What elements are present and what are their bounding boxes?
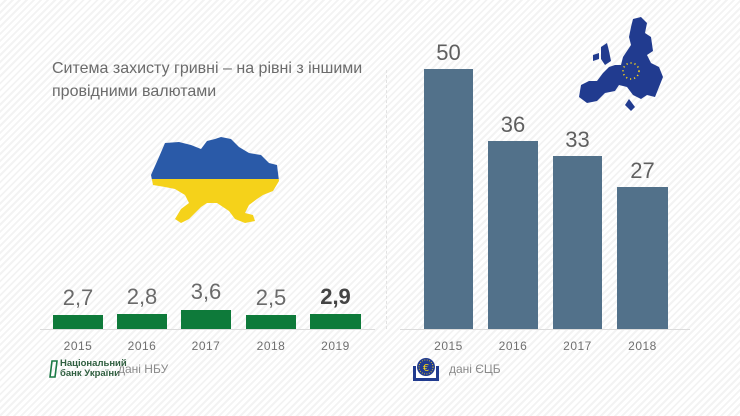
ecb-bar-2015	[424, 69, 473, 329]
bar-value-2016: 2,8	[126, 284, 158, 309]
x-tick-2017: 2017	[191, 339, 221, 353]
ecb-bar-value-2017: 33	[565, 127, 590, 152]
nbu-logo-line2: банк України	[60, 368, 120, 379]
bar-2017	[181, 310, 231, 329]
ecb-bar-value-2015: 50	[436, 40, 461, 65]
ecb-bar-2018	[617, 187, 668, 329]
bar-value-2018: 2,5	[255, 285, 287, 310]
bar-value-2019: 2,9	[320, 284, 351, 309]
ecb-bar-2017	[553, 156, 602, 329]
ukraine-map-icon	[151, 137, 279, 223]
ecb-x-tick-2017: 2017	[563, 339, 592, 353]
bar-2015	[53, 315, 103, 329]
chart-title: Ситема захисту гривні – на рівні з іншим…	[52, 60, 363, 100]
ecb-x-tick-2015: 2015	[434, 339, 463, 353]
nbu-logo-line1: Національний	[60, 358, 127, 369]
bar-2018	[246, 315, 296, 329]
x-tick-2019: 2019	[321, 339, 350, 353]
x-tick-2018: 2018	[256, 339, 286, 353]
left-chart-baseline	[40, 329, 375, 330]
bar-value-2017: 3,6	[190, 279, 222, 304]
bar-2019	[310, 314, 361, 329]
ecb-logo-icon: €	[413, 358, 439, 381]
panel-divider	[386, 70, 387, 329]
ecb-bar-value-2018: 27	[630, 158, 655, 183]
nbu-logo-text: Національний банк України	[60, 359, 127, 379]
ecb-bar-value-2016: 36	[500, 112, 526, 137]
bar-value-2015: 2,7	[62, 285, 94, 310]
nbu-logo-icon	[49, 360, 58, 378]
bar-2016	[117, 314, 167, 329]
ecb-source-text: дані ЄЦБ	[449, 362, 501, 376]
ecb-bar-2016	[488, 141, 538, 329]
ecb-x-tick-2016: 2016	[498, 339, 528, 353]
right-chart-baseline	[400, 329, 690, 330]
eu-map-icon	[579, 17, 663, 111]
nbu-source-text: дані НБУ	[118, 362, 169, 376]
ecb-x-tick-2018: 2018	[628, 339, 657, 353]
svg-text:€: €	[423, 363, 429, 374]
x-tick-2015: 2015	[63, 339, 93, 353]
x-tick-2016: 2016	[127, 339, 157, 353]
